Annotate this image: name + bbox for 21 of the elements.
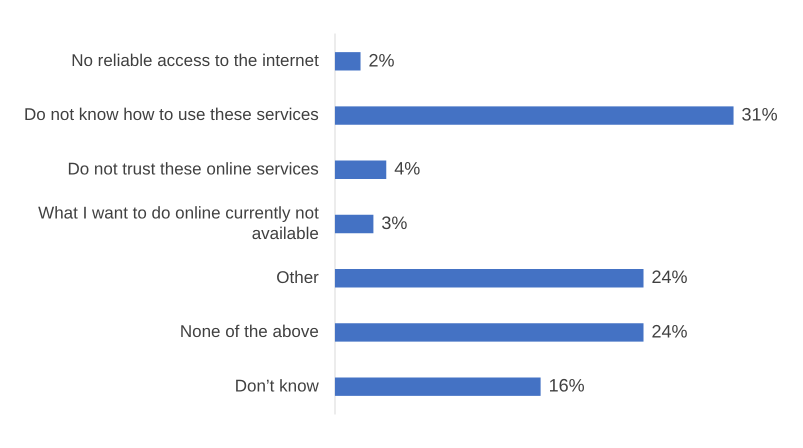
y-tick-label: No reliable access to the internet: [71, 51, 320, 70]
bar: [334, 377, 541, 396]
y-tick-label: Do not trust these online services: [67, 159, 319, 178]
data-label: 31%: [742, 104, 778, 125]
bar: [334, 160, 386, 179]
bar: [334, 323, 644, 342]
data-label: 24%: [652, 321, 688, 342]
bar: [334, 269, 644, 288]
data-label: 2%: [368, 50, 395, 70]
data-label: 16%: [548, 376, 585, 396]
data-label: 4%: [394, 158, 420, 179]
y-tick-label: What I want to do online currently not available: [38, 203, 320, 243]
y-tick-label: Other: [276, 268, 320, 287]
y-tick-label: Don’t know: [234, 376, 320, 396]
bar: [334, 52, 361, 71]
data-label: 24%: [652, 267, 688, 288]
data-label: 3%: [381, 212, 408, 233]
bar: [334, 106, 734, 125]
bar: [334, 214, 374, 234]
y-tick-label: Do not know how to use these services: [24, 105, 319, 124]
y-tick-label: None of the above: [180, 322, 319, 342]
